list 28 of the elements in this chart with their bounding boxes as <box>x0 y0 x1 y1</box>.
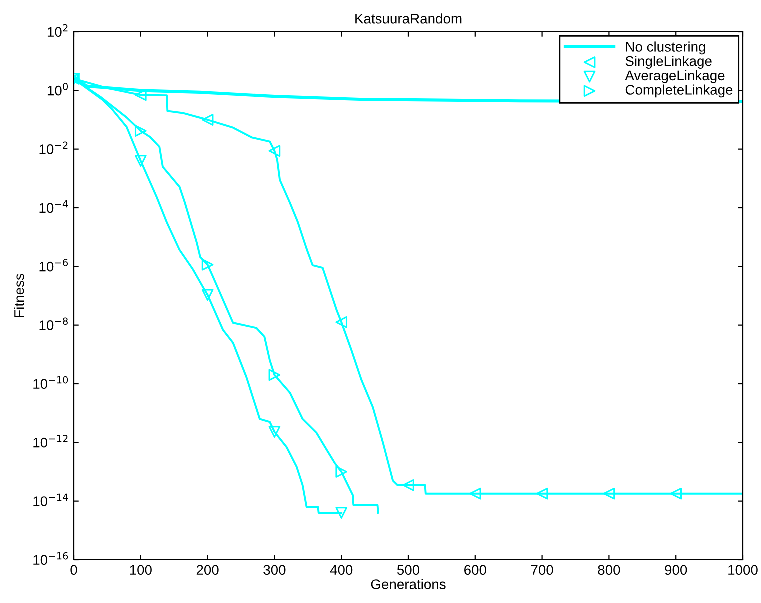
y-tick-label: 10$^{−12}$ <box>34 435 68 448</box>
x-tick-label: 400 <box>330 565 353 576</box>
x-axis-title: Generations <box>371 579 446 590</box>
y-tick-label: 10$^{−4}$ <box>40 200 68 214</box>
y-tick-label: 10$^{2}$ <box>48 24 68 38</box>
x-tick-label: 600 <box>464 565 486 576</box>
y-tick-label: 10$^{−6}$ <box>40 259 68 272</box>
legend-label: No clustering <box>626 42 706 55</box>
y-tick-label: 10$^{0}$ <box>48 83 68 96</box>
y-tick-label: 10$^{−2}$ <box>40 142 68 154</box>
y-tick-label: 10$^{−10}$ <box>34 376 68 390</box>
x-tick-label: 500 <box>397 565 420 576</box>
x-tick-label: 1000 <box>728 565 758 576</box>
x-tick-label: 300 <box>264 565 286 576</box>
x-tick-label: 900 <box>665 565 688 576</box>
x-tick-label: 200 <box>196 565 219 576</box>
legend-label: AverageLinkage <box>625 70 725 84</box>
y-tick-label: 10$^{−16}$ <box>34 552 68 566</box>
y-tick-label: 10$^{−8}$ <box>40 318 68 330</box>
chart-title: KatsuuraRandom <box>356 14 462 24</box>
legend-label: SingleLinkage <box>626 56 712 70</box>
x-tick-label: 0 <box>70 565 78 576</box>
y-axis-title: Fitness <box>14 274 24 318</box>
x-tick-label: 100 <box>130 565 152 576</box>
x-tick-label: 700 <box>531 565 554 576</box>
x-tick-label: 800 <box>598 565 620 576</box>
y-tick-label: 10$^{−14}$ <box>34 494 68 506</box>
legend-label: CompleteLinkage <box>626 84 733 98</box>
